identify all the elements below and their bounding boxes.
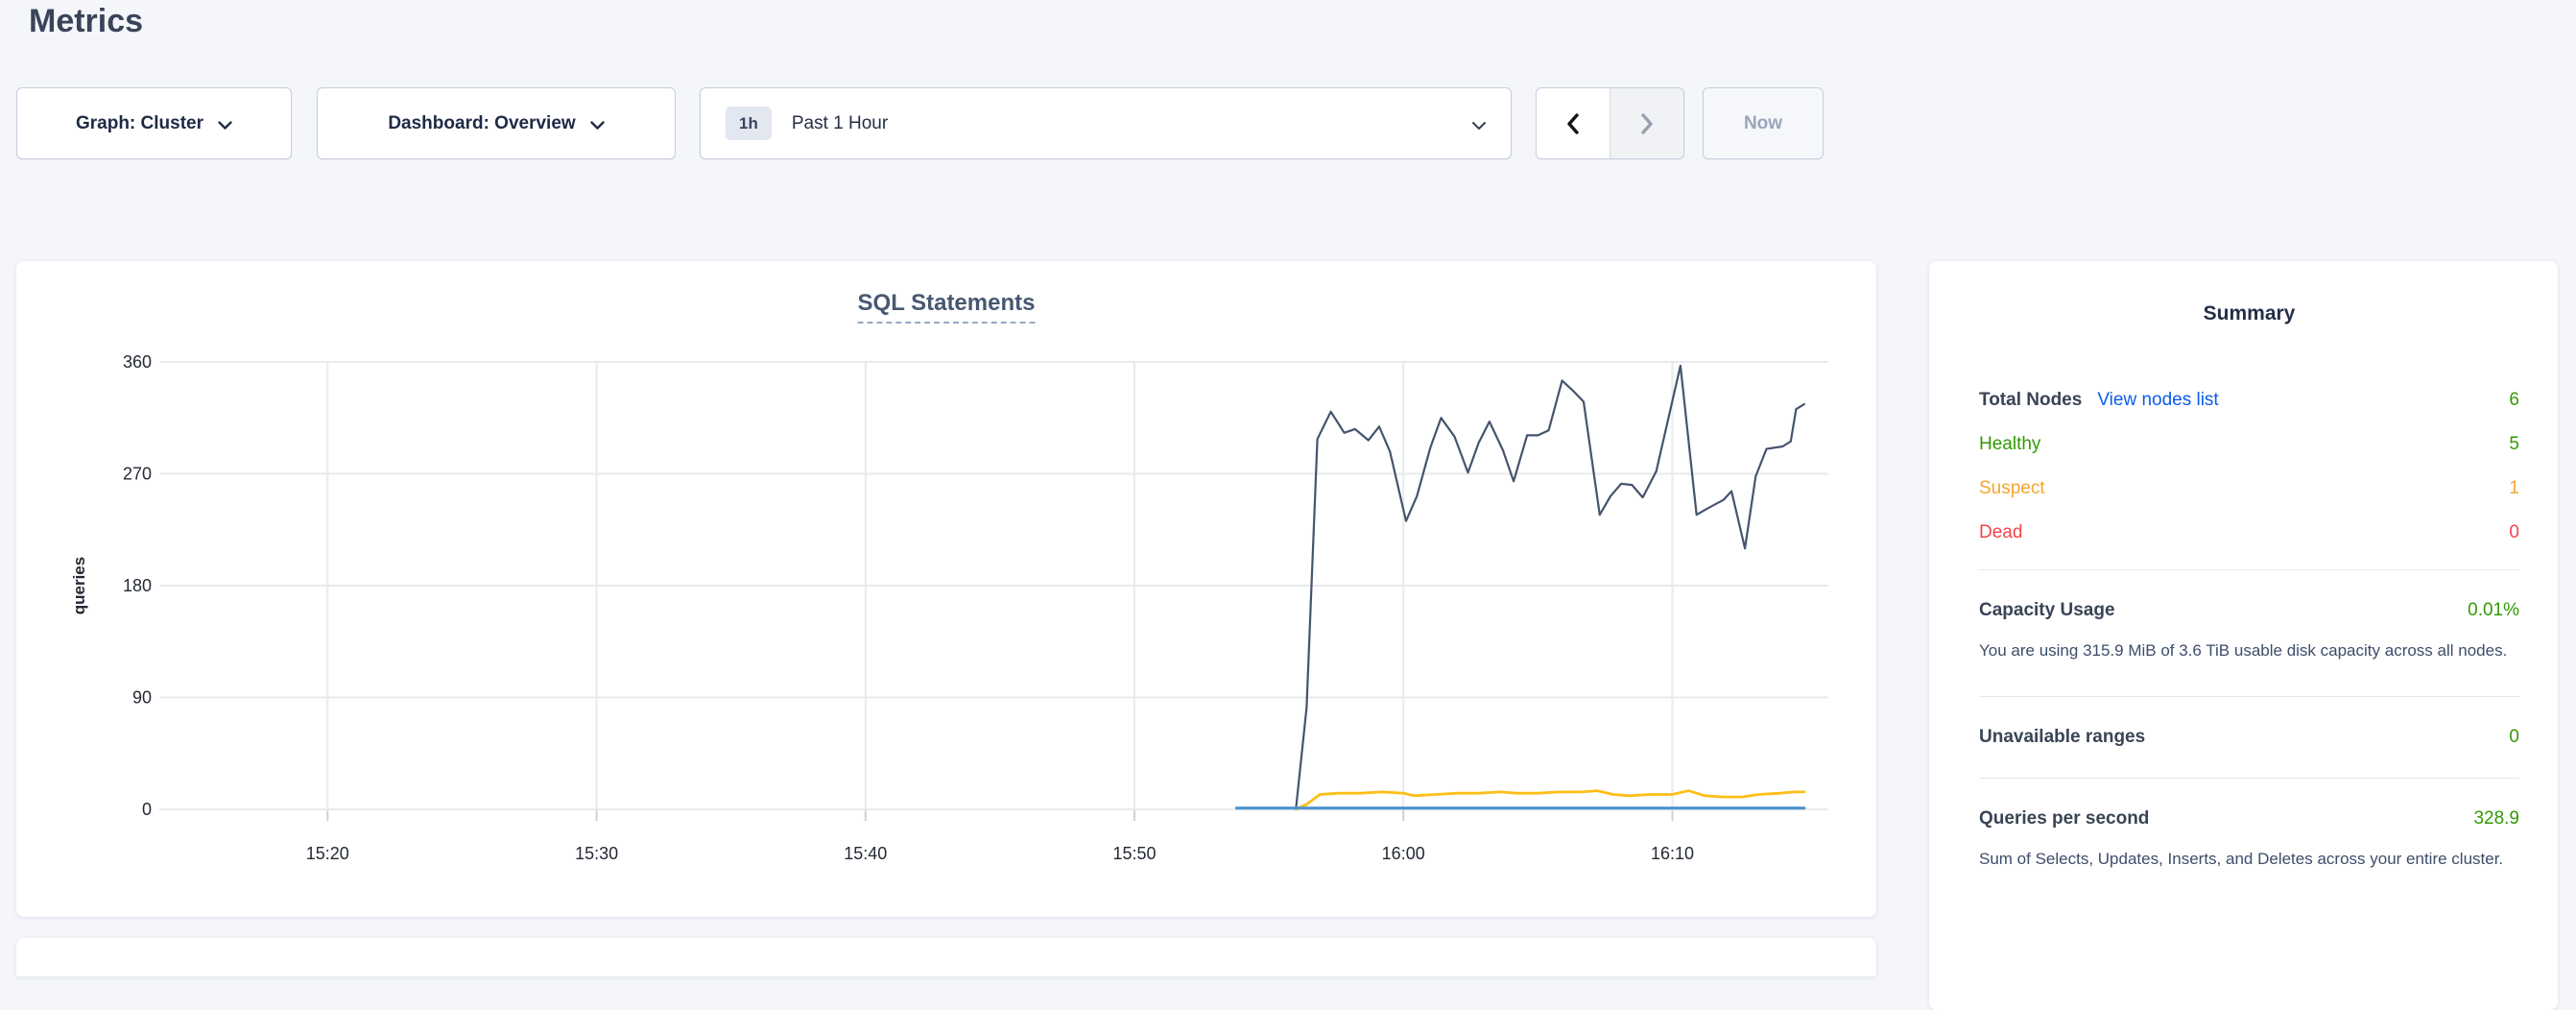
time-range-label: Past 1 Hour (791, 112, 889, 133)
healthy-label: Healthy (1979, 434, 2041, 454)
total-nodes-label: Total Nodes (1979, 390, 2083, 410)
y-axis-tick-label: 270 (123, 465, 152, 484)
chevron-down-icon (1472, 121, 1486, 130)
nodes-section: Total Nodes View nodes list 6 Healthy 5 … (1979, 325, 2519, 569)
time-range-picker[interactable]: 1h Past 1 Hour (700, 87, 1512, 159)
x-axis-tick-label: 16:00 (1382, 844, 1425, 863)
unavailable-ranges-value: 0 (2509, 727, 2519, 747)
qps-section: Queries per second 328.9 Sum of Selects,… (1979, 779, 2519, 904)
graph-dropdown-label: Graph: Cluster (75, 112, 204, 133)
y-axis-tick-label: 90 (132, 688, 152, 708)
chevron-down-icon (589, 120, 605, 130)
suspect-label: Suspect (1979, 478, 2045, 498)
capacity-usage-label: Capacity Usage (1979, 600, 2115, 620)
chart-title[interactable]: SQL Statements (857, 290, 1036, 324)
series-dark-line (1295, 364, 1805, 811)
x-axis-tick-label: 15:40 (844, 844, 887, 863)
time-pager (1536, 87, 1684, 159)
sql-statements-chart-card: SQL Statements 15:20 15:30 15:40 15:50 16:00… (16, 261, 1876, 917)
chevron-down-icon (218, 120, 232, 130)
chevron-left-icon (1567, 112, 1579, 134)
y-axis-tick-label: 180 (123, 576, 152, 595)
total-nodes-value: 6 (2509, 390, 2519, 410)
x-axis-tick-label: 15:50 (1112, 844, 1156, 863)
x-axis-tick-label: 16:10 (1651, 844, 1694, 863)
dead-label: Dead (1979, 522, 2023, 542)
unavailable-ranges-label: Unavailable ranges (1979, 727, 2146, 747)
capacity-usage-description: You are using 315.9 MiB of 3.6 TiB usabl… (1979, 641, 2508, 660)
view-nodes-list-link[interactable]: View nodes list (2097, 390, 2219, 410)
next-chart-card-peek (16, 938, 1876, 976)
x-axis-tick-label: 15:30 (575, 844, 618, 863)
suspect-value: 1 (2509, 478, 2519, 498)
dashboard-dropdown[interactable]: Dashboard: Overview (317, 87, 676, 159)
divider (1979, 778, 2519, 779)
capacity-section: Capacity Usage 0.01% You are using 315.9… (1979, 570, 2519, 696)
healthy-value: 5 (2509, 434, 2519, 454)
queries-per-second-description: Sum of Selects, Updates, Inserts, and De… (1979, 850, 2504, 868)
capacity-usage-value: 0.01% (2468, 600, 2519, 620)
y-axis-unit-label: queries (70, 557, 88, 614)
series-yellow-line (1294, 789, 1806, 811)
y-axis-tick-label: 360 (123, 352, 152, 372)
graph-dropdown[interactable]: Graph: Cluster (16, 87, 292, 159)
dashboard-dropdown-label: Dashboard: Overview (388, 112, 576, 133)
y-axis-tick-label: 0 (142, 800, 152, 819)
time-range-badge: 1h (726, 107, 772, 140)
total-nodes-row: Total Nodes View nodes list 6 (1979, 389, 2519, 412)
x-axis-tick-label: 15:20 (306, 844, 349, 863)
page-title: Metrics (29, 3, 144, 39)
dead-nodes-row: Dead 0 (1979, 521, 2519, 544)
prev-time-button[interactable] (1537, 88, 1610, 158)
metrics-page: { "page": { "title": "Metrics" }, "toolb… (16, 3, 2558, 1010)
divider (1979, 696, 2519, 697)
next-time-button[interactable] (1610, 88, 1683, 158)
queries-per-second-value: 328.9 (2473, 808, 2519, 829)
healthy-nodes-row: Healthy 5 (1979, 433, 2519, 456)
sql-statements-chart[interactable]: 15:20 15:30 15:40 15:50 16:00 16:10 0 90 180 270 3… (16, 261, 1876, 917)
dead-value: 0 (2509, 522, 2519, 542)
suspect-nodes-row: Suspect 1 (1979, 477, 2519, 500)
unavailable-ranges-section: Unavailable ranges 0 (1979, 697, 2519, 778)
summary-panel: Summary Total Nodes View nodes list 6 He… (1929, 261, 2558, 1010)
queries-per-second-label: Queries per second (1979, 808, 2150, 829)
chevron-right-icon (1641, 112, 1653, 134)
divider (1979, 569, 2519, 570)
summary-title: Summary (2203, 302, 2296, 325)
now-button[interactable]: Now (1703, 87, 1824, 159)
